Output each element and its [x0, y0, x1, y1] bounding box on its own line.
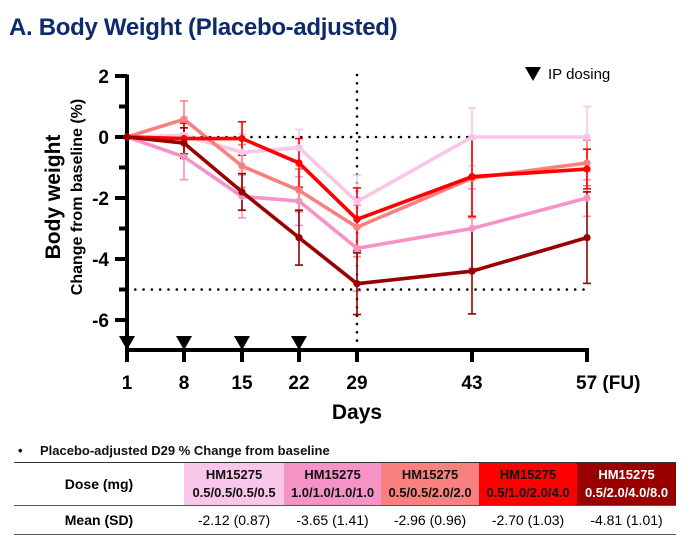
data-point [238, 134, 246, 143]
x-tick-label: 57 (FU) [576, 373, 640, 394]
data-point [468, 173, 476, 181]
body-weight-chart: 2 0 -2 -4 -6 1 8 15 22 29 43 57 (FU) Body weight Ch… [42, 66, 640, 424]
dosing-triangle-icon [119, 336, 135, 350]
y-tick-label: -4 [92, 250, 109, 271]
dose-header-4: HM15275 0.5/2.0/4.0/8.0 [577, 462, 676, 506]
data-point [353, 223, 361, 231]
x-tick-label: 29 [346, 373, 367, 394]
mean-sd-value: -2.96 (0.96) [381, 505, 479, 535]
legend-dosing-triangle-icon [525, 67, 541, 81]
data-point [180, 115, 188, 123]
bullet: • [18, 443, 23, 458]
row-header-mean: Mean (SD) [14, 505, 184, 535]
legend: IP dosing [525, 66, 610, 83]
dosing-markers [119, 336, 307, 350]
mean-row: Mean (SD) -2.12 (0.87) -3.65 (1.41) -2.96 … [14, 505, 676, 535]
dose-header-3: HM15275 0.5/1.0/2.0/4.0 [479, 462, 577, 506]
data-point [468, 133, 476, 141]
summary-note-text: Placebo-adjusted D29 % Change from basel… [40, 443, 330, 458]
data-point [353, 280, 361, 288]
dose-header-2: HM15275 0.5/0.5/2.0/2.0 [381, 462, 479, 506]
data-point [295, 234, 303, 242]
data-point [295, 197, 303, 205]
summary-table: Dose (mg) HM15275 0.5/0.5/0.5/0.5 HM15275 1… [14, 462, 676, 535]
dose-header-0: HM15275 0.5/0.5/0.5/0.5 [184, 462, 284, 506]
data-point [295, 159, 303, 167]
data-point [238, 188, 246, 196]
data-point [180, 153, 188, 161]
drug-name: HM15275 [205, 467, 263, 482]
drug-name: HM15275 [401, 467, 459, 482]
data-point [583, 133, 591, 141]
data-point [583, 159, 591, 167]
axes: 2 0 -2 -4 -6 1 8 15 22 29 43 57 (FU) [92, 67, 640, 394]
series-layer [123, 100, 591, 316]
data-point [583, 194, 591, 202]
dose-header-1: HM15275 1.0/1.0/1.0/1.0 [284, 462, 381, 506]
x-tick-label: 22 [288, 373, 309, 394]
chart-title: A. Body Weight (Placebo-adjusted) [9, 14, 398, 41]
drug-name: HM15275 [598, 467, 655, 482]
row-header-dose: Dose (mg) [14, 462, 184, 506]
x-tick-label: 15 [231, 373, 253, 394]
dose-regimen: 0.5/0.5/0.5/0.5 [192, 485, 276, 500]
mean-sd-value: -4.81 (1.01) [577, 505, 676, 535]
data-point [180, 139, 188, 147]
mean-sd-value: -2.12 (0.87) [184, 505, 284, 535]
data-point [468, 224, 476, 233]
data-point [238, 148, 246, 156]
data-point [353, 215, 361, 223]
data-point [238, 162, 246, 170]
y-axis-sublabel: Change from baseline (%) [69, 99, 86, 295]
dose-regimen: 0.5/2.0/4.0/8.0 [584, 485, 669, 500]
y-tick-label: 2 [98, 67, 109, 88]
data-point [123, 133, 131, 141]
data-point [353, 244, 361, 252]
x-axis-label: Days [332, 401, 382, 424]
series-line-1 [123, 133, 591, 252]
y-tick-label: 0 [98, 128, 109, 149]
mean-sd-value: -3.65 (1.41) [284, 505, 381, 535]
series-line-4 [123, 133, 591, 288]
legend-label: IP dosing [548, 66, 610, 83]
dose-row: Dose (mg) HM15275 0.5/0.5/0.5/0.5 HM15275 1… [14, 462, 676, 506]
y-tick-label: -6 [92, 311, 109, 332]
summary-note: • Placebo-adjusted D29 % Change from base… [18, 443, 330, 458]
dosing-triangle-icon [176, 336, 192, 350]
data-point [583, 165, 591, 173]
dose-regimen: 0.5/1.0/2.0/4.0 [486, 485, 570, 500]
x-tick-label: 43 [461, 373, 482, 394]
x-tick-label: 8 [179, 373, 190, 394]
x-tick-label: 1 [122, 373, 133, 394]
dose-regimen: 1.0/1.0/1.0/1.0 [290, 485, 375, 500]
dosing-triangle-icon [234, 336, 250, 350]
y-axis-label: Body weight [42, 135, 65, 260]
dosing-triangle-icon [291, 336, 307, 350]
data-point [295, 144, 303, 152]
data-point [353, 198, 361, 206]
data-point [295, 186, 303, 194]
y-tick-label: -2 [92, 189, 109, 210]
drug-name: HM15275 [304, 467, 361, 482]
dose-regimen: 0.5/0.5/2.0/2.0 [388, 485, 472, 500]
data-point [468, 267, 476, 275]
data-point [583, 234, 591, 242]
drug-name: HM15275 [499, 467, 557, 482]
mean-sd-value: -2.70 (1.03) [479, 505, 577, 535]
